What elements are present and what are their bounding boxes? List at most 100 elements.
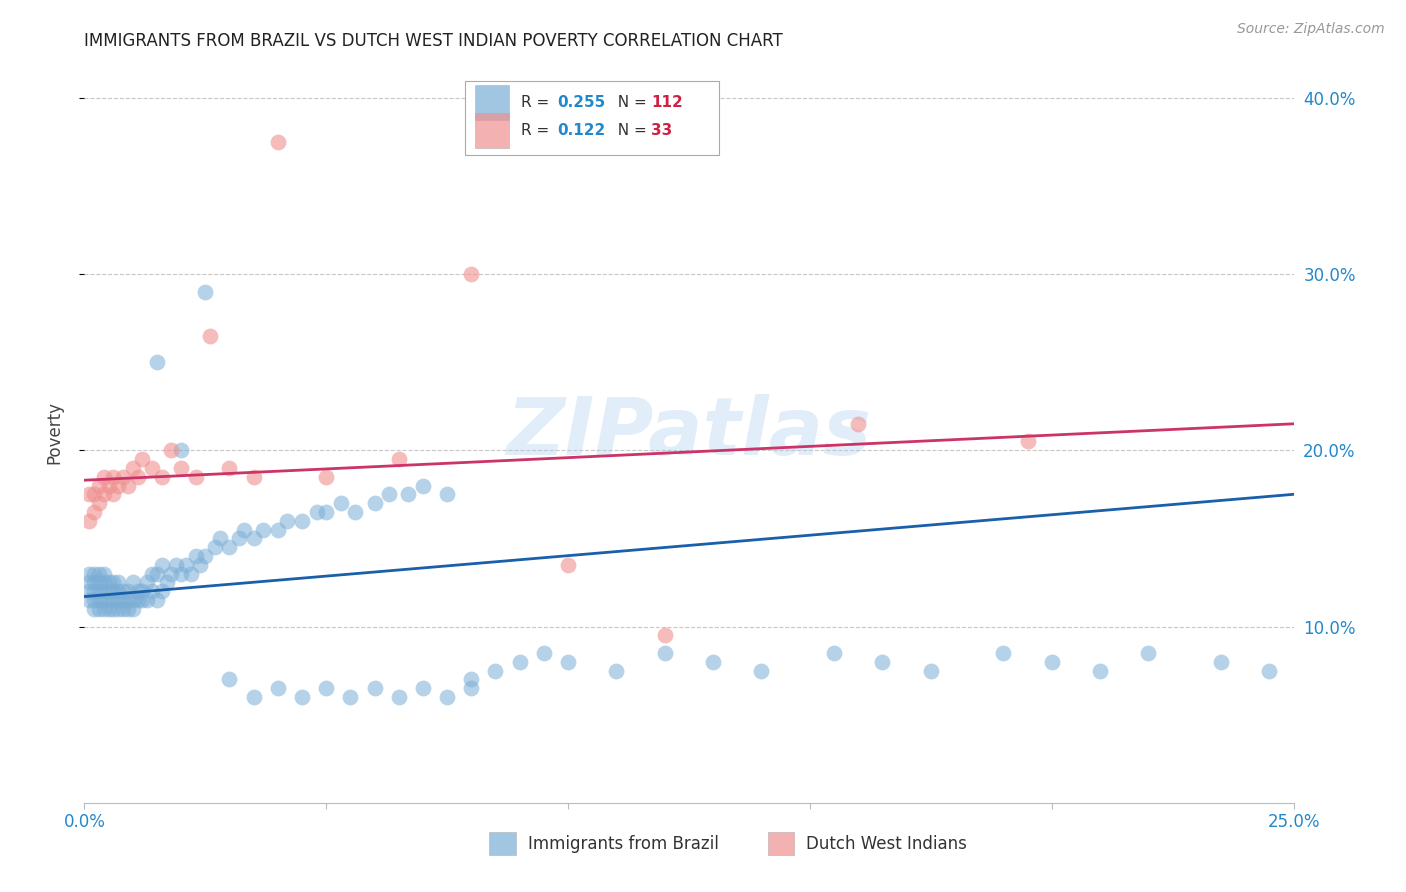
Text: 112: 112 xyxy=(651,95,683,110)
Point xyxy=(77,584,100,599)
Point xyxy=(218,461,240,475)
Point xyxy=(204,540,226,554)
Point xyxy=(121,575,143,590)
Point xyxy=(131,452,153,467)
Point xyxy=(103,584,125,599)
Point xyxy=(97,575,120,590)
Point xyxy=(267,681,290,696)
Point xyxy=(117,478,139,492)
Point xyxy=(252,523,274,537)
FancyBboxPatch shape xyxy=(475,112,509,148)
Point xyxy=(460,681,482,696)
Point xyxy=(184,469,207,483)
Point xyxy=(218,540,240,554)
Point xyxy=(702,655,724,669)
Point xyxy=(460,267,482,281)
Point xyxy=(165,558,187,572)
Point xyxy=(112,584,135,599)
Point xyxy=(484,664,506,678)
Point xyxy=(315,681,337,696)
Point xyxy=(846,417,869,431)
Point xyxy=(141,461,163,475)
Point xyxy=(233,523,256,537)
Point xyxy=(184,549,207,563)
Point xyxy=(107,575,129,590)
Point xyxy=(150,469,173,483)
Point xyxy=(93,469,115,483)
Point xyxy=(170,443,193,458)
Point xyxy=(509,655,531,669)
Point xyxy=(93,593,115,607)
Point xyxy=(412,681,434,696)
FancyBboxPatch shape xyxy=(475,85,509,120)
Text: ZIPatlas: ZIPatlas xyxy=(506,393,872,472)
Point xyxy=(267,523,290,537)
Point xyxy=(1017,434,1039,449)
Point xyxy=(87,496,110,510)
Point xyxy=(127,584,149,599)
Point xyxy=(228,532,250,546)
Text: Source: ZipAtlas.com: Source: ZipAtlas.com xyxy=(1237,22,1385,37)
Point xyxy=(160,443,183,458)
Text: N =: N = xyxy=(607,95,651,110)
Point xyxy=(315,469,337,483)
FancyBboxPatch shape xyxy=(465,81,720,155)
Point xyxy=(77,575,100,590)
Point xyxy=(103,487,125,501)
Point xyxy=(160,566,183,581)
Point xyxy=(141,566,163,581)
Point xyxy=(83,602,105,616)
Point xyxy=(823,646,845,660)
Point xyxy=(291,514,314,528)
Point xyxy=(291,690,314,704)
Point xyxy=(87,602,110,616)
Point xyxy=(276,514,298,528)
Point xyxy=(329,496,352,510)
Point xyxy=(121,602,143,616)
Point xyxy=(77,487,100,501)
Text: R =: R = xyxy=(520,95,554,110)
Point xyxy=(127,469,149,483)
Point xyxy=(267,135,290,149)
Point xyxy=(150,584,173,599)
Point xyxy=(170,566,193,581)
Point xyxy=(93,487,115,501)
Point xyxy=(97,584,120,599)
Text: IMMIGRANTS FROM BRAZIL VS DUTCH WEST INDIAN POVERTY CORRELATION CHART: IMMIGRANTS FROM BRAZIL VS DUTCH WEST IND… xyxy=(84,32,783,50)
Text: 0.122: 0.122 xyxy=(557,123,606,138)
Point xyxy=(112,602,135,616)
Point xyxy=(1040,655,1063,669)
Point xyxy=(751,664,773,678)
Point xyxy=(654,628,676,642)
Point xyxy=(412,478,434,492)
Point xyxy=(87,575,110,590)
Text: Immigrants from Brazil: Immigrants from Brazil xyxy=(529,835,718,853)
Point xyxy=(344,505,367,519)
Point xyxy=(107,593,129,607)
Point xyxy=(83,575,105,590)
Point xyxy=(146,566,169,581)
Point xyxy=(103,602,125,616)
Point xyxy=(87,593,110,607)
Point xyxy=(155,575,177,590)
Point xyxy=(83,566,105,581)
Text: 33: 33 xyxy=(651,123,672,138)
Y-axis label: Poverty: Poverty xyxy=(45,401,63,464)
Point xyxy=(93,575,115,590)
Point xyxy=(77,514,100,528)
Point xyxy=(83,487,105,501)
Point xyxy=(1088,664,1111,678)
Point xyxy=(103,469,125,483)
Text: Dutch West Indians: Dutch West Indians xyxy=(806,835,967,853)
Point xyxy=(170,461,193,475)
FancyBboxPatch shape xyxy=(768,832,794,855)
Point xyxy=(93,602,115,616)
Point xyxy=(121,461,143,475)
Text: 0.255: 0.255 xyxy=(557,95,606,110)
Point xyxy=(83,584,105,599)
Point xyxy=(87,478,110,492)
Point xyxy=(363,496,385,510)
Point xyxy=(117,593,139,607)
Point xyxy=(150,558,173,572)
Point xyxy=(218,673,240,687)
